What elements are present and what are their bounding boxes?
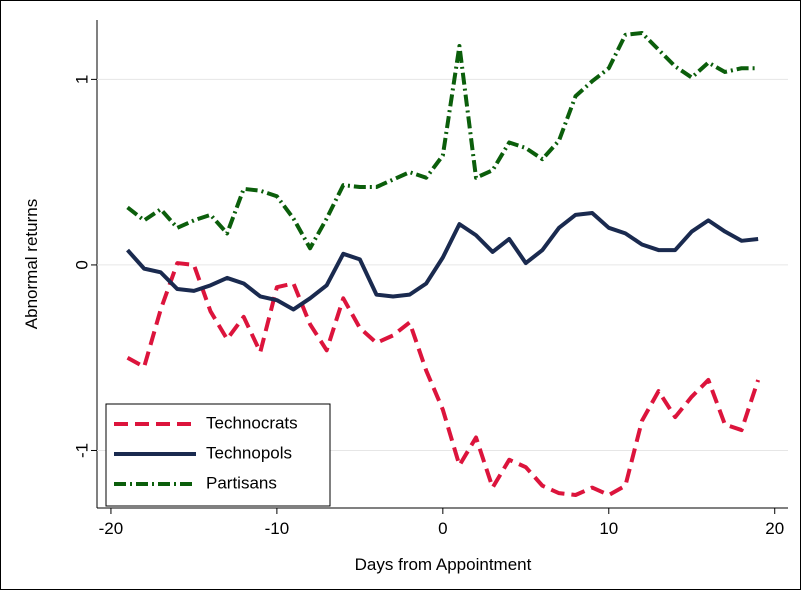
y-tick-label: 1 (72, 75, 91, 84)
series-line (126, 210, 759, 312)
x-tick-label: -10 (265, 519, 290, 538)
y-axis-label: Abnormal returns (22, 199, 41, 329)
legend-label: Technopols (206, 443, 292, 462)
x-tick-label: 20 (765, 519, 784, 538)
x-axis-label: Days from Appointment (355, 555, 532, 574)
x-tick-label: 0 (438, 519, 447, 538)
x-tick-label: -20 (99, 519, 124, 538)
series-line (126, 261, 761, 498)
series-line (126, 30, 759, 251)
y-tick-label: -1 (72, 443, 91, 458)
x-tick-label: 10 (599, 519, 618, 538)
legend-label: Partisans (206, 473, 277, 492)
legend-label: Technocrats (206, 413, 298, 432)
legend: Technocrats Technopols Partisans (105, 403, 331, 507)
y-tick-label: 0 (72, 260, 91, 269)
